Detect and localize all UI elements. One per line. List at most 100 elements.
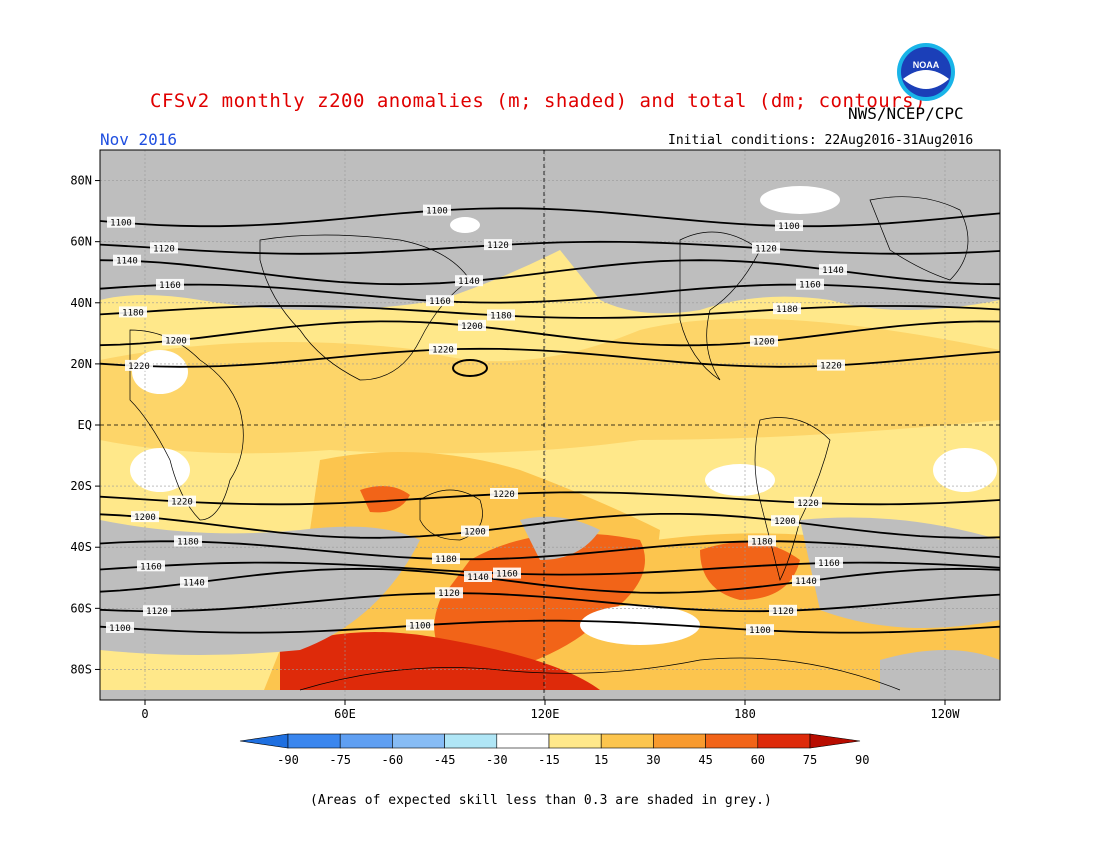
anomaly-patch	[132, 350, 188, 394]
contour-label: 1220	[171, 498, 193, 508]
contour-line	[100, 283, 1000, 304]
anomaly-patch	[933, 448, 997, 492]
noaa-logo-icon: NOAA	[897, 43, 955, 101]
anomaly-patch	[705, 464, 775, 496]
colorbar-tick-label: 15	[594, 753, 608, 767]
anomaly-patch	[360, 486, 410, 513]
contour-label: 1120	[153, 244, 175, 254]
colorbar: -90 -75 -60 -45 -30 -15 15 30 45 60 75 90	[239, 733, 869, 767]
contour-line	[100, 561, 1000, 576]
forecast-month: Nov 2016	[100, 130, 178, 149]
contour-label: 1140	[467, 573, 489, 583]
lat-tick-label: 40S	[70, 540, 92, 554]
contour-label: 1140	[822, 266, 844, 276]
lat-tick-label: 20S	[70, 479, 92, 493]
contour-line	[100, 240, 1000, 255]
contour-label: 1200	[461, 322, 483, 332]
contour-label: 1140	[458, 277, 480, 287]
contour-label: 1100	[409, 621, 431, 631]
agency-label: NWS/NCEP/CPC	[848, 104, 964, 123]
colorbar-tick-label: -90	[277, 753, 299, 767]
contour-line	[100, 207, 1000, 228]
contour-label: 1220	[820, 362, 842, 372]
contour-label: 1140	[116, 257, 138, 267]
colorbar-segment	[392, 733, 445, 749]
contour-label: 1120	[772, 607, 794, 617]
contour-label: 1180	[776, 305, 798, 315]
lon-tick-label: 120W	[931, 707, 961, 721]
map-field	[100, 150, 1000, 700]
contour-line	[100, 259, 1000, 286]
longitude-axis: 060E120E180120W60W0	[141, 700, 961, 721]
lon-tick-label: 120E	[531, 707, 560, 721]
contour-label: 1200	[165, 336, 187, 346]
colorbar-tick-label: -30	[486, 753, 508, 767]
contour-label: 1180	[490, 311, 512, 321]
skill-footnote: (Areas of expected skill less than 0.3 a…	[310, 793, 772, 808]
contour-label: 1200	[134, 513, 156, 523]
colorbar-arrow-right	[809, 733, 861, 749]
colorbar-tick-label: 30	[646, 753, 660, 767]
logo-text: NOAA	[913, 60, 940, 70]
lon-tick-label: 180	[734, 707, 756, 721]
colorbar-segment	[600, 733, 654, 749]
colorbar-segment	[548, 733, 602, 749]
contour-line	[100, 491, 1000, 506]
contour-label: 1160	[496, 570, 518, 580]
anomaly-patch	[580, 605, 700, 645]
map-title: CFSv2 monthly z200 anomalies (m; shaded)…	[150, 90, 927, 112]
contour-label: 1120	[755, 245, 777, 255]
contour-label: 1120	[438, 589, 460, 599]
contour-label: 1200	[753, 338, 775, 348]
anomaly-patch	[760, 186, 840, 214]
lon-tick-label: 60E	[334, 707, 356, 721]
colorbar-tick-label: -60	[382, 753, 404, 767]
colorbar-tick-label: -75	[329, 753, 351, 767]
contour-label: 1100	[778, 222, 800, 232]
anomaly-patch	[100, 318, 1000, 454]
contour-label: 1180	[122, 308, 144, 318]
contour-label: 1200	[464, 528, 486, 538]
contour-line	[100, 540, 1000, 561]
contour-label: 1160	[818, 559, 840, 569]
contour-label: 1160	[159, 281, 181, 291]
anomaly-patch	[434, 533, 645, 680]
lat-tick-label: 60S	[70, 601, 92, 615]
contour-label: 1160	[799, 281, 821, 291]
contour-label: 1100	[426, 207, 448, 217]
contour-label: 1100	[109, 624, 131, 634]
colorbar-tick-label: 60	[751, 753, 765, 767]
contour-line	[100, 567, 1000, 594]
contour-label: 1120	[146, 607, 168, 617]
contour-label: 1220	[128, 362, 150, 372]
contour-label: 1220	[432, 346, 454, 356]
contour-label: 1180	[177, 537, 199, 547]
contour-line	[100, 305, 1000, 319]
colorbar-tick-label: 45	[698, 753, 712, 767]
colorbar-segment	[339, 733, 393, 749]
colorbar-segment	[653, 733, 706, 749]
contour-label: 1180	[435, 555, 457, 565]
anomaly-patch	[280, 632, 600, 700]
lon-tick-label: 0	[141, 707, 148, 721]
lat-tick-label: EQ	[78, 418, 92, 432]
anomaly-patch	[450, 217, 480, 233]
colorbar-segment	[705, 733, 759, 749]
contour-label: 1160	[140, 562, 162, 572]
lat-tick-label: 80N	[70, 174, 92, 188]
height-contours	[100, 207, 1000, 634]
contour-line	[100, 513, 1000, 539]
contour-line	[100, 592, 1000, 613]
contour-label: 1100	[110, 219, 132, 229]
colorbar-segment	[757, 733, 811, 749]
low-skill-region	[520, 516, 600, 560]
contour-line	[100, 347, 1000, 368]
contour-line	[100, 320, 1000, 347]
contour-label: 1220	[797, 499, 819, 509]
colorbar-tick-label: 90	[855, 753, 869, 767]
colorbar-segment	[444, 733, 498, 749]
coastlines	[129, 196, 969, 691]
low-skill-region	[880, 650, 1000, 700]
